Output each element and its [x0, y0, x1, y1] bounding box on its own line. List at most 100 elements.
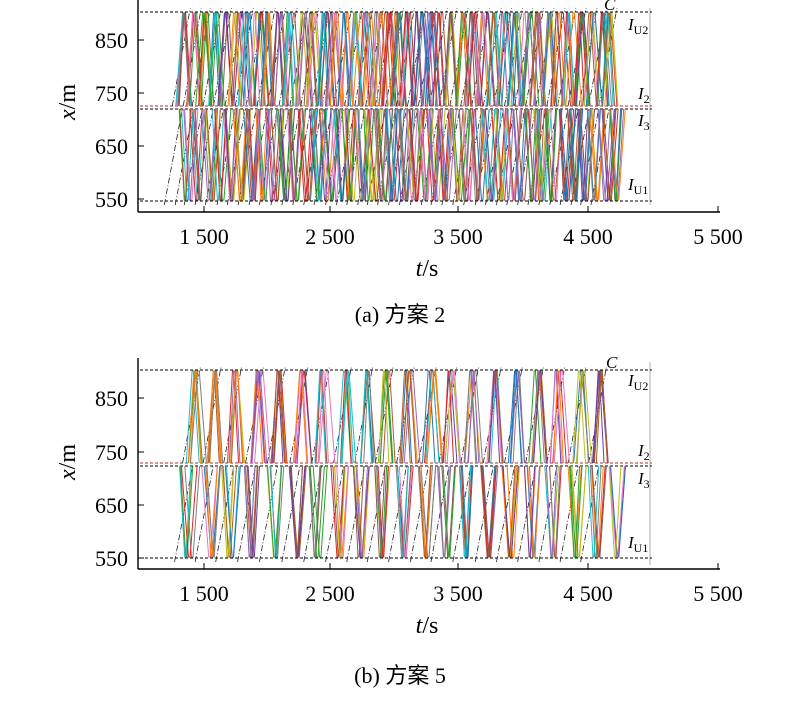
trajectory-down [267, 465, 283, 558]
caption-b: (b) 方案 5 [354, 663, 446, 688]
trajectory-down [192, 108, 208, 201]
trajectory-up [189, 370, 207, 464]
trajectory-up [467, 370, 480, 464]
trajectory-down [357, 108, 371, 201]
trajectory-down [536, 108, 550, 201]
trajectory-down [586, 108, 601, 201]
guide-line [430, 465, 450, 563]
trajectory-up [349, 12, 363, 107]
trajectory-down [178, 108, 192, 201]
trajectory-down [352, 465, 365, 558]
trajectory-down [550, 108, 562, 201]
trajectory-down [589, 465, 602, 558]
trajectory-up [443, 370, 455, 464]
trajectory-up [340, 370, 357, 464]
trajectory-down [394, 108, 409, 201]
annotation-IU2-sub: U2 [634, 379, 649, 393]
trajectory-up [383, 12, 397, 107]
guide-line [281, 465, 301, 563]
trajectory-up [381, 12, 395, 107]
trajectory-up [253, 370, 271, 464]
trajectory-up [185, 370, 200, 464]
trajectory-down [558, 108, 570, 201]
trajectory-down [256, 108, 270, 201]
x-ticks: 1 500 2 500 3 500 4 500 5 500 [179, 206, 743, 249]
trajectory-down [533, 108, 548, 201]
guide-line [388, 465, 407, 563]
trajectory-down [405, 108, 419, 201]
trajectory-up [187, 370, 202, 464]
trajectory-down [610, 108, 626, 201]
trajectory-up [260, 12, 273, 107]
trajectory-down [181, 108, 194, 201]
trajectory-up [488, 370, 501, 464]
guide-line [224, 7, 244, 107]
guide-line [163, 108, 183, 206]
annotation-IU2: IU2 [627, 371, 648, 393]
guide-line [266, 7, 286, 107]
trajectory-up [446, 370, 461, 464]
trajectory-down [201, 108, 217, 201]
trajectory-up [510, 12, 526, 107]
y-axis-unit: /m [55, 444, 81, 470]
trajectory-up [432, 12, 446, 107]
annotation-I2-sub: 2 [644, 92, 650, 106]
annotation-IU1-sub: U1 [634, 541, 649, 555]
trajectory-up [422, 12, 438, 107]
y-tick-label: 750 [95, 440, 128, 465]
x-tick-label: 4 500 [563, 581, 613, 606]
x-tick-label: 1 500 [179, 581, 229, 606]
y-ticks: 850 750 650 550 [95, 386, 144, 571]
trajectory-up [390, 12, 403, 107]
trajectory-down [243, 465, 256, 558]
y-axis-unit: /m [55, 84, 81, 110]
trajectory-up [378, 370, 390, 464]
trajectory-up [487, 12, 500, 107]
trajectory-down [418, 465, 431, 558]
y-tick-label: 850 [95, 386, 128, 411]
trajectory-up [240, 12, 253, 107]
y-axis-var: x [55, 469, 81, 481]
trajectory-down [332, 465, 346, 558]
guide-line [409, 465, 429, 563]
guide-line [580, 465, 600, 563]
trajectory-up [230, 370, 244, 464]
trajectory-up [422, 12, 435, 107]
trajectories [179, 370, 626, 558]
trajectory-up [378, 12, 392, 107]
trajectory-down [301, 108, 316, 201]
y-tick-label: 550 [95, 187, 128, 212]
trajectory-down [205, 465, 218, 558]
trajectory-up [272, 12, 284, 107]
trajectory-up [379, 370, 394, 464]
trajectory-down [385, 108, 398, 201]
trajectory-down [312, 465, 328, 558]
trajectory-down [201, 465, 218, 558]
trajectory-up [529, 12, 543, 107]
trajectory-down [458, 108, 475, 201]
trajectory-down [458, 465, 472, 558]
trajectory-down [570, 465, 587, 558]
trajectory-up [370, 12, 385, 107]
trajectory-down [353, 108, 369, 201]
trajectory-up [292, 370, 308, 464]
trajectory-up [389, 12, 401, 107]
trajectory-down [545, 465, 558, 558]
trajectory-down [246, 465, 259, 558]
trajectory-up [360, 370, 373, 464]
x-tick-label: 5 500 [693, 224, 743, 249]
guide-line [514, 7, 534, 107]
trajectory-up [199, 12, 213, 107]
guide-line [366, 465, 386, 563]
annotation-I2: I2 [637, 441, 650, 463]
annotation-IU2-main: I [627, 371, 635, 390]
trajectory-down [568, 108, 581, 201]
trajectory-up [573, 12, 585, 107]
trajectory-up [327, 12, 344, 107]
trajectory-up [595, 370, 608, 464]
trajectory-up [286, 12, 302, 107]
trajectory-up [550, 12, 564, 107]
x-axis-title: t/s [416, 613, 439, 639]
annotation-IU2: IU2 [627, 15, 648, 37]
trajectory-up [249, 12, 265, 107]
